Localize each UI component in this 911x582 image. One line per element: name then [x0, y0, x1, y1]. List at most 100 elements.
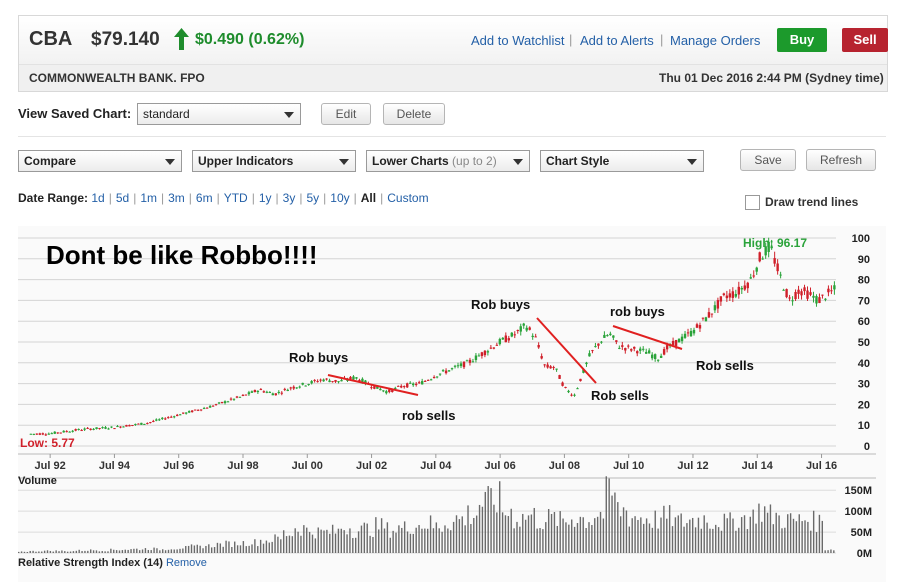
volume-bar — [285, 536, 288, 553]
buy-button[interactable]: Buy — [777, 28, 827, 52]
volume-bar — [383, 528, 386, 553]
volume-bar — [173, 549, 175, 553]
candle-body — [214, 404, 218, 406]
volume-bar — [52, 551, 54, 553]
date-range-5d[interactable]: 5d — [115, 191, 130, 205]
volume-bar — [326, 529, 328, 553]
candle-body — [498, 338, 502, 345]
volume-bar — [101, 551, 103, 553]
candle-body — [492, 347, 496, 349]
volume-bar — [789, 513, 792, 553]
candle-body — [414, 383, 418, 385]
volume-bar — [452, 521, 455, 553]
candle-body — [116, 426, 119, 428]
high-label: High: 96.17 — [743, 236, 808, 250]
volume-tick-label: 150M — [844, 485, 872, 497]
candle-body — [677, 338, 681, 343]
candle-body — [391, 389, 394, 393]
last-price: $79.140 — [91, 29, 160, 50]
date-range-1d[interactable]: 1d — [91, 191, 105, 205]
saved-chart-select[interactable]: standard — [137, 103, 301, 125]
date-range-1m[interactable]: 1m — [140, 191, 157, 205]
date-range-ytd[interactable]: YTD — [223, 191, 248, 205]
chevron-down-icon — [339, 159, 349, 165]
option-separator: | — [133, 191, 137, 205]
add-to-watchlist-link[interactable]: Add to Watchlist — [471, 33, 565, 48]
trend-lines-checkbox[interactable] — [745, 195, 760, 210]
rsi-remove-link[interactable]: Remove — [165, 557, 207, 569]
volume-bar — [130, 549, 132, 553]
volume-bar — [691, 517, 694, 553]
refresh-button[interactable]: Refresh — [806, 149, 876, 171]
date-range-6m[interactable]: 6m — [195, 191, 213, 205]
lower-charts-select[interactable]: Lower Charts (up to 2) — [366, 150, 530, 172]
candle-body — [456, 365, 460, 367]
candle-body — [373, 386, 376, 389]
volume-bar — [167, 549, 170, 553]
volume-bar — [576, 523, 579, 553]
price-line — [31, 246, 835, 434]
volume-bar — [43, 550, 46, 553]
volume-bar — [329, 533, 331, 553]
candle-body — [208, 406, 212, 408]
volume-bar — [545, 522, 547, 553]
candle-body — [352, 376, 355, 380]
edit-button[interactable]: Edit — [321, 103, 371, 125]
date-range-3y[interactable]: 3y — [282, 191, 296, 205]
volume-bar — [274, 534, 276, 553]
date-range-3m[interactable]: 3m — [168, 191, 185, 205]
candle-body — [558, 375, 561, 379]
candle-body — [815, 296, 818, 304]
volume-bar — [438, 528, 440, 553]
save-button[interactable]: Save — [740, 149, 796, 171]
date-range-1y[interactable]: 1y — [258, 191, 272, 205]
date-range-all[interactable]: All — [360, 191, 377, 205]
volume-bar — [380, 518, 383, 553]
volume-bar — [605, 476, 607, 553]
candle-body — [59, 432, 62, 434]
volume-bar — [95, 550, 98, 553]
volume-bar — [539, 528, 541, 553]
candle-body — [86, 427, 89, 429]
candle-body — [400, 385, 403, 388]
candle-body — [44, 434, 47, 436]
candle-body — [570, 394, 573, 396]
candle-body — [483, 350, 487, 356]
date-range-custom[interactable]: Custom — [387, 191, 429, 205]
candle-body — [292, 386, 295, 389]
sell-button[interactable]: Sell — [842, 28, 888, 52]
add-to-alerts-link[interactable]: Add to Alerts — [580, 33, 654, 48]
volume-bar — [475, 515, 478, 553]
candle-body — [618, 347, 621, 349]
volume-bar — [257, 546, 259, 553]
y-tick-label: 20 — [858, 399, 870, 411]
candle-body — [504, 335, 508, 343]
candle-body — [647, 350, 651, 354]
upper-indicators-select[interactable]: Upper Indicators — [192, 150, 356, 172]
x-tick-label: Jul 00 — [292, 460, 323, 472]
volume-bar — [412, 533, 414, 553]
candle-body — [818, 297, 821, 304]
candle-body — [812, 295, 815, 298]
link-separator: | — [569, 32, 573, 47]
delete-button[interactable]: Delete — [383, 103, 445, 125]
candle-body — [701, 317, 705, 319]
volume-bar — [697, 517, 700, 553]
candle-body — [627, 345, 630, 347]
up-arrow-icon — [174, 28, 189, 50]
chart-style-select[interactable]: Chart Style — [540, 150, 704, 172]
manage-orders-link[interactable]: Manage Orders — [670, 33, 761, 48]
candle-body — [713, 305, 717, 311]
option-separator: | — [380, 191, 384, 205]
volume-bar — [726, 518, 728, 553]
volume-label: Volume — [18, 475, 57, 487]
date-range-5y[interactable]: 5y — [306, 191, 320, 205]
volume-bar — [242, 541, 245, 553]
volume-bar — [170, 549, 173, 553]
compare-select[interactable]: Compare — [18, 150, 182, 172]
candle-body — [642, 348, 645, 350]
volume-bar — [176, 549, 178, 553]
candle-body — [495, 344, 499, 346]
date-range-10y[interactable]: 10y — [330, 191, 350, 205]
